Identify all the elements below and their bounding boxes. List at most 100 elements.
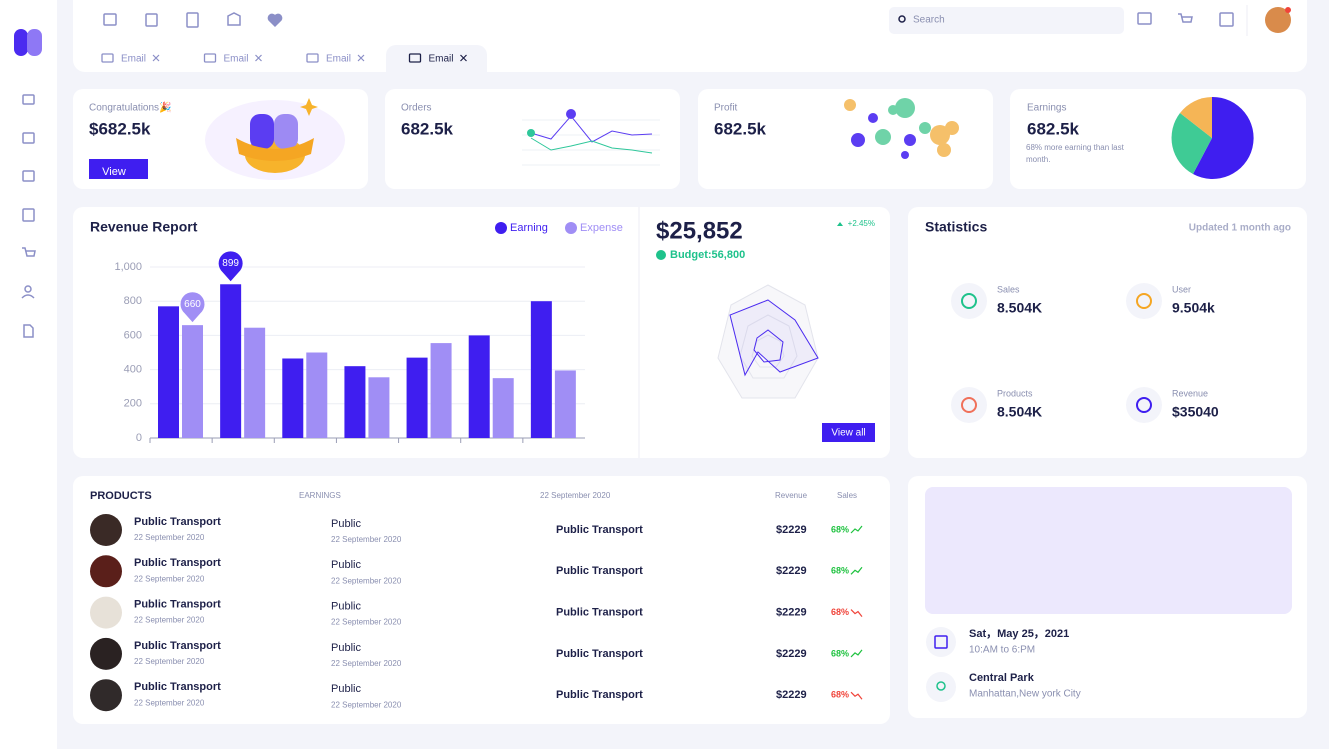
logo <box>14 29 42 56</box>
calendar-icon <box>934 635 948 649</box>
stat-value: 9.504k <box>1172 300 1215 316</box>
y-tick-label: 200 <box>124 398 142 410</box>
y-tick-label: 400 <box>124 364 142 376</box>
tab-icon <box>101 53 114 63</box>
sidebar-icons[interactable] <box>21 94 36 338</box>
tab-icon <box>203 53 217 63</box>
legend-label[interactable]: Earning <box>510 222 548 234</box>
revenue: $2229 <box>776 689 807 701</box>
tab-label[interactable]: Email <box>429 54 454 65</box>
tab-close[interactable] <box>357 54 365 62</box>
bar <box>282 358 304 438</box>
header-icons[interactable] <box>103 12 283 28</box>
stat-icon <box>961 397 977 413</box>
card-value: 682.5k <box>1027 119 1080 138</box>
stat-icon-bg <box>951 387 987 423</box>
earning-date: 22 September 2020 <box>331 576 402 585</box>
earning-date: 22 September 2020 <box>331 659 402 668</box>
stat-label: User <box>1172 284 1191 294</box>
stat-icon <box>961 293 977 309</box>
tab-label[interactable]: Email <box>326 54 351 65</box>
event-time: 10:AM to 6:PM <box>969 645 1035 656</box>
legend-label[interactable]: Expense <box>580 222 623 234</box>
product-name: Public Transport <box>134 599 221 611</box>
view-button-label[interactable]: View <box>102 166 126 178</box>
product-name: Public Transport <box>134 557 221 569</box>
tab-label[interactable]: Email <box>224 54 249 65</box>
location-icon <box>936 681 946 691</box>
stat-value: 8.504K <box>997 300 1042 316</box>
search-box[interactable] <box>889 7 1124 34</box>
item: Public Transport <box>556 689 643 701</box>
sales: 68% <box>831 566 849 576</box>
statistics-title: Statistics <box>925 219 987 235</box>
y-tick-label: 800 <box>124 295 142 307</box>
avatar[interactable] <box>1265 7 1291 33</box>
products-card <box>73 476 890 724</box>
profit-bubbles <box>844 98 959 159</box>
view-all-label[interactable]: View all <box>831 428 865 439</box>
stat-icon-bg <box>1126 387 1162 423</box>
bar <box>220 284 242 438</box>
table-header: 22 September 2020 <box>540 491 611 500</box>
bar <box>430 343 452 438</box>
tab-close[interactable] <box>460 54 467 62</box>
trend-icon <box>850 691 863 700</box>
product-date: 22 September 2020 <box>134 698 205 707</box>
stat-label: Products <box>997 388 1033 398</box>
card-title: Orders <box>401 103 432 114</box>
card-note-box: 68% more earning than last month. <box>1026 143 1124 164</box>
product-avatar <box>90 514 122 546</box>
bar <box>244 327 266 438</box>
earning-date: 22 September 2020 <box>331 700 402 709</box>
stat-value: $35040 <box>1172 404 1219 420</box>
active-tab[interactable] <box>386 45 487 72</box>
product-avatar <box>90 596 122 629</box>
header-actions[interactable] <box>1137 12 1234 27</box>
view-button[interactable] <box>89 159 148 179</box>
tab-close[interactable] <box>152 54 160 62</box>
stat-label: Sales <box>997 284 1020 294</box>
product-date: 22 September 2020 <box>134 657 205 666</box>
search-icon <box>898 15 906 23</box>
card-value: $682.5k <box>89 119 151 138</box>
card-title: Earnings <box>1027 103 1066 114</box>
tab-icon <box>408 53 422 63</box>
bar <box>306 352 328 438</box>
y-tick-label: 600 <box>124 329 142 341</box>
card <box>698 89 993 189</box>
icon-bg <box>926 627 956 657</box>
earning-date: 22 September 2020 <box>331 535 402 544</box>
y-tick-label: 0 <box>136 432 142 444</box>
stat-icon <box>1136 293 1152 309</box>
stat-icon-bg <box>951 283 987 319</box>
legend-marker <box>565 222 577 234</box>
table-header: PRODUCTS <box>90 490 152 502</box>
view-all-button[interactable] <box>822 423 875 442</box>
label-pin <box>218 251 243 282</box>
table-header: EARNINGS <box>299 491 341 500</box>
item: Public Transport <box>556 524 643 536</box>
radar-chart <box>717 284 819 399</box>
earning-date: 22 September 2020 <box>331 618 402 627</box>
product-name: Public Transport <box>134 681 221 693</box>
sales: 68% <box>831 607 849 617</box>
bar <box>468 335 490 438</box>
product-avatar <box>90 637 122 670</box>
event-image <box>925 487 1292 614</box>
orders-sparkline <box>522 109 660 166</box>
revenue: $2229 <box>776 524 807 536</box>
tab-close[interactable] <box>255 54 262 62</box>
bar <box>182 325 203 438</box>
trend-icon <box>850 525 863 534</box>
bar <box>554 370 576 438</box>
bar <box>406 357 428 438</box>
revenue: $2229 <box>776 607 807 619</box>
legend-marker <box>495 222 507 234</box>
tab-label[interactable]: Email <box>121 54 146 65</box>
chart-title: Revenue Report <box>90 219 198 235</box>
tab-icon <box>306 53 319 63</box>
trend-icon <box>850 609 863 617</box>
item: Public Transport <box>556 607 643 619</box>
sales: 68% <box>831 690 849 700</box>
